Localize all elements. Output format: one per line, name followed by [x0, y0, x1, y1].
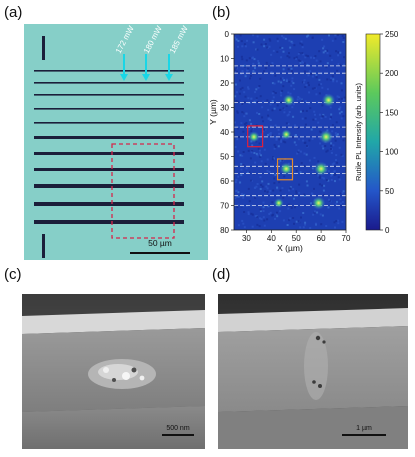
waveguide-line [34, 220, 184, 224]
pl-map-panel: 30 40 50 60 70 0 10 20 30 40 50 60 70 80 X (µm) Y (µ… [206, 24, 412, 260]
arrowhead-icon [142, 74, 150, 81]
scalebar-a [130, 252, 190, 254]
arrowhead-icon [165, 74, 173, 81]
y-tick-label: 80 [220, 226, 229, 235]
waveguide-line [34, 184, 184, 188]
highlight-boxes [247, 125, 294, 181]
colorbar-tick-label: 250 [385, 30, 399, 39]
selection-box [111, 143, 175, 239]
sem-image-d: 1 µm [218, 294, 408, 449]
pl-map-chart: 30 40 50 60 70 0 10 20 30 40 50 60 70 80 X (µm) Y (µ… [208, 30, 399, 253]
scalebar-d [342, 434, 386, 436]
sem-c-graphic: 500 nm [22, 294, 205, 449]
hotspot [311, 196, 326, 210]
hotspot [273, 198, 284, 209]
x-tick-label: 60 [317, 234, 326, 243]
colorbar-title: Rutile PL Intensity (arb. units) [354, 82, 363, 181]
waveguide-line [34, 94, 184, 96]
panel-c-label: (c) [4, 266, 22, 283]
y-axis-ticks: 0 10 20 30 40 50 60 70 80 [220, 30, 234, 235]
waveguide-line [34, 202, 184, 206]
optical-micrograph-graphic: 172 mW 180 mW 185 mW 50 µm [24, 24, 208, 260]
power-arrows [120, 54, 173, 81]
waveguide-line [34, 70, 184, 72]
y-tick-label: 50 [220, 153, 229, 162]
hotspot [279, 162, 293, 176]
waveguide-line [34, 168, 184, 171]
colorbar-tick-label: 0 [385, 226, 390, 235]
y-axis-label: Y (µm) [208, 99, 218, 125]
x-tick-label: 30 [242, 234, 251, 243]
y-tick-label: 60 [220, 177, 229, 186]
colorbar-tick-label: 150 [385, 108, 399, 117]
alignment-mark-top [42, 36, 45, 60]
y-tick-label: 20 [220, 79, 229, 88]
arrowhead-icon [120, 74, 128, 81]
x-tick-label: 50 [292, 234, 301, 243]
highlight-box [247, 125, 264, 148]
hotspot [248, 131, 260, 143]
x-axis-ticks: 30 40 50 60 70 [242, 230, 351, 243]
waveguide-line [34, 82, 184, 84]
damage-trace [304, 332, 328, 400]
substrate [22, 406, 205, 449]
waveguide-line [34, 152, 184, 155]
hotspot [321, 93, 336, 107]
hotspots [248, 93, 336, 210]
colorbar-tick-label: 200 [385, 69, 399, 78]
hotspot [282, 94, 295, 107]
panel-d-label: (d) [212, 266, 231, 283]
panel-b-label: (b) [212, 4, 231, 21]
y-tick-label: 40 [220, 128, 229, 137]
substrate-d [218, 406, 408, 449]
x-tick-label: 70 [342, 234, 351, 243]
y-tick-label: 0 [225, 30, 230, 39]
colorbar [365, 33, 381, 231]
waveguide-line [34, 108, 184, 110]
y-tick-label: 70 [220, 202, 229, 211]
waveguide-top-edge [22, 310, 205, 334]
hotspot [281, 129, 292, 140]
y-tick-label: 10 [220, 55, 229, 64]
scalebar-c-label: 500 nm [166, 425, 190, 432]
scalebar-c [162, 434, 194, 436]
sem-d-graphic: 1 µm [218, 294, 408, 449]
sem-image-c: 500 nm [22, 294, 205, 449]
waveguide-top-edge-d [218, 308, 408, 332]
optical-micrograph: 172 mW 180 mW 185 mW 50 µm [24, 24, 208, 260]
colorbar-tick-label: 50 [385, 187, 394, 196]
hotspot [313, 161, 329, 176]
colorbar-ticks: 0 50 100 150 200 250 [380, 30, 399, 235]
x-tick-label: 40 [267, 234, 276, 243]
y-tick-label: 30 [220, 104, 229, 113]
waveguide-line [34, 136, 184, 139]
hotspot [319, 129, 334, 144]
waveguide-lines [34, 70, 184, 224]
colorbar-tick-label: 100 [385, 148, 399, 157]
highlight-box [276, 158, 294, 181]
alignment-mark-bottom [42, 234, 45, 258]
scalebar-d-label: 1 µm [356, 425, 372, 432]
optical-background [24, 24, 208, 260]
scalebar-a-label: 50 µm [148, 238, 172, 248]
x-axis-label: X (µm) [277, 243, 303, 253]
panel-a-label: (a) [4, 4, 23, 21]
waveguide-line [34, 122, 184, 124]
